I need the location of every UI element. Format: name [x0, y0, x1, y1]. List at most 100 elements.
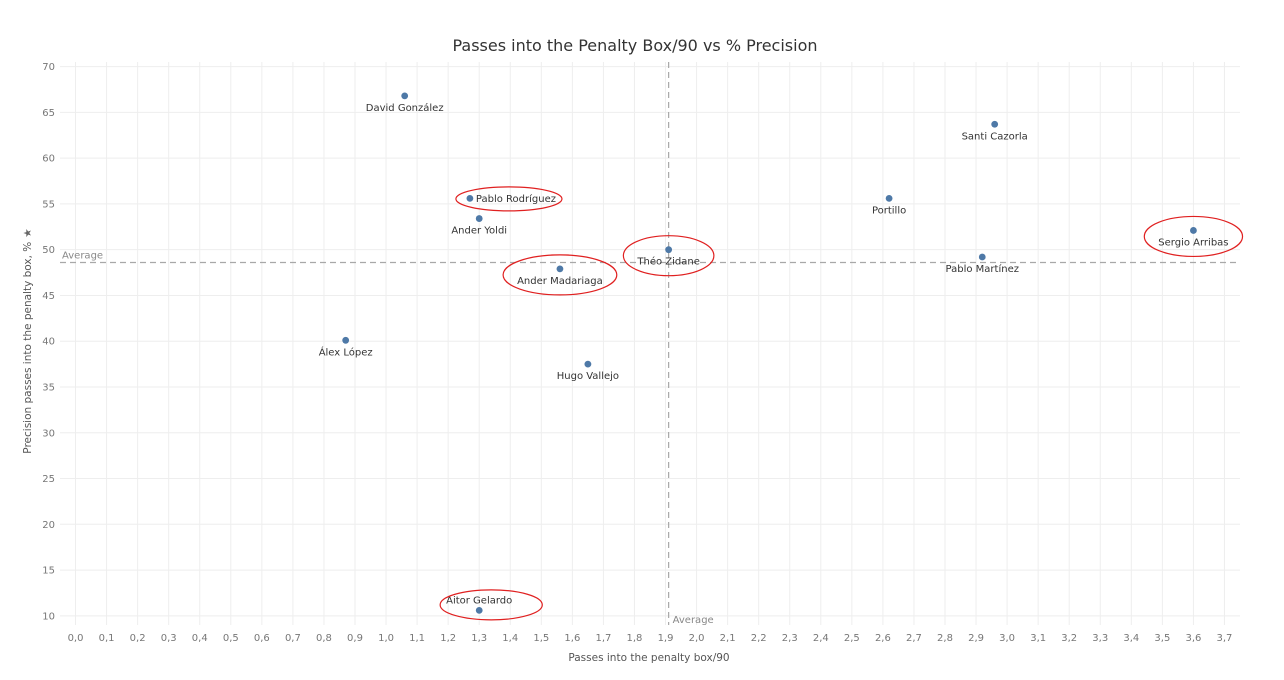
x-tick-label: 2,0 — [689, 633, 705, 644]
x-tick-label: 2,2 — [751, 633, 767, 644]
x-tick-label: 3,2 — [1061, 633, 1077, 644]
point-label: Portillo — [872, 205, 906, 216]
y-tick-label: 55 — [42, 199, 55, 210]
reference-lines: Average Average — [60, 62, 1240, 626]
highlight-ellipse — [1143, 215, 1244, 258]
x-tick-label: 3,0 — [999, 633, 1015, 644]
point-label: Sergio Arribas — [1158, 237, 1228, 248]
highlight-ellipse — [439, 589, 543, 621]
point-label: Santi Cazorla — [962, 131, 1028, 142]
y-tick-label: 15 — [42, 566, 55, 577]
point-label: Ander Madariaga — [517, 276, 603, 287]
x-tick-label: 0,6 — [254, 633, 270, 644]
chart-title: Passes into the Penalty Box/90 vs % Prec… — [452, 36, 817, 55]
x-tick-label: 2,1 — [720, 633, 736, 644]
point-label: Álex López — [319, 345, 373, 358]
point-label: Pablo Martínez — [946, 263, 1019, 275]
point-label: Ander Yoldi — [451, 226, 507, 237]
data-point-group: Aitor Gelardo — [439, 589, 543, 621]
y-tick-label: 35 — [42, 382, 55, 393]
x-average-label: Average — [673, 615, 714, 626]
x-tick-label: 1,3 — [471, 633, 487, 644]
data-point-group: Hugo Vallejo — [557, 360, 619, 382]
y-tick-label: 10 — [42, 611, 55, 622]
data-point-group: Théo Zidane — [622, 235, 715, 277]
point-label: David González — [366, 102, 444, 114]
x-tick-label: 3,1 — [1030, 633, 1046, 644]
x-tick-label: 3,6 — [1185, 633, 1201, 644]
x-tick-label: 3,7 — [1217, 633, 1233, 644]
x-tick-label: 3,5 — [1154, 633, 1170, 644]
y-tick-label: 70 — [42, 62, 55, 73]
x-tick-label: 0,2 — [130, 633, 146, 644]
y-axis-title-icon: ★ — [22, 228, 34, 237]
x-tick-label: 1,6 — [564, 633, 580, 644]
x-axis-title: Passes into the penalty box/90 — [568, 652, 729, 664]
x-tick-label: 1,4 — [502, 633, 518, 644]
y-average-label: Average — [62, 250, 103, 261]
y-tick-label: 65 — [42, 108, 55, 119]
y-axis-title: Precision passes into the penalty box, %… — [22, 228, 34, 453]
y-axis-title-text: Precision passes into the penalty box, % — [22, 242, 34, 454]
y-tick-label: 50 — [42, 245, 55, 256]
data-point-group: Pablo Rodríguez — [455, 186, 563, 212]
grid — [60, 62, 1240, 625]
data-point-group: David González — [366, 92, 444, 114]
data-point — [584, 360, 592, 368]
x-tick-label: 2,9 — [968, 633, 984, 644]
x-tick-label: 1,9 — [658, 633, 674, 644]
highlight-ellipse — [455, 186, 563, 212]
x-tick-label: 0,9 — [347, 633, 363, 644]
y-tick-label: 45 — [42, 291, 55, 302]
data-point — [991, 120, 999, 128]
data-point — [401, 92, 409, 100]
x-tick-label: 1,0 — [378, 633, 394, 644]
x-tick-label: 1,8 — [627, 633, 643, 644]
data-point-group: Ander Madariaga — [502, 254, 618, 296]
data-point — [885, 195, 893, 202]
x-tick-label: 2,3 — [782, 633, 798, 644]
x-tick-label: 0,5 — [223, 633, 239, 644]
data-point-group: Álex López — [319, 336, 373, 358]
data-point — [466, 195, 474, 202]
highlight-ellipse — [502, 254, 618, 296]
point-label: Hugo Vallejo — [557, 371, 619, 382]
x-tick-label: 1,7 — [595, 633, 611, 644]
point-label: Aitor Gelardo — [446, 595, 512, 606]
x-tick-label: 2,4 — [813, 633, 829, 644]
x-tick-label: 0,1 — [99, 633, 115, 644]
data-point — [342, 336, 350, 344]
data-point — [665, 246, 673, 254]
y-tick-label: 40 — [42, 337, 55, 348]
x-tick-label: 0,7 — [285, 633, 301, 644]
x-tick-label: 1,5 — [533, 633, 549, 644]
x-tick-label: 0,0 — [68, 633, 84, 644]
y-tick-label: 60 — [42, 154, 55, 165]
point-label: Théo Zidane — [636, 256, 700, 268]
data-point — [475, 215, 483, 222]
x-tick-label: 2,7 — [906, 633, 922, 644]
x-tick-label: 2,8 — [937, 633, 953, 644]
y-axis-ticks: 10 15 20 25 30 35 40 45 50 55 60 65 70 — [42, 62, 55, 622]
y-tick-label: 20 — [42, 520, 55, 531]
data-point-group: Ander Yoldi — [451, 215, 507, 237]
data-points: David González Santi Cazorla Pablo Rodrígu… — [319, 92, 1244, 621]
data-point — [556, 265, 564, 273]
highlight-ellipse — [622, 235, 715, 277]
x-tick-label: 3,3 — [1092, 633, 1108, 644]
x-tick-label: 2,5 — [844, 633, 860, 644]
y-tick-label: 25 — [42, 474, 55, 485]
data-point-group: Pablo Martínez — [946, 253, 1019, 275]
data-point-group: Sergio Arribas — [1143, 215, 1244, 258]
x-tick-label: 2,6 — [875, 633, 891, 644]
data-point-group: Santi Cazorla — [962, 120, 1028, 142]
data-point — [475, 606, 483, 614]
x-tick-label: 1,1 — [409, 633, 425, 644]
x-tick-label: 0,4 — [192, 633, 208, 644]
x-tick-label: 3,4 — [1123, 633, 1139, 644]
x-tick-label: 1,2 — [440, 633, 456, 644]
data-point — [1190, 227, 1197, 234]
x-axis-ticks: 0,0 0,1 0,2 0,3 0,4 0,5 0,6 0,7 0,8 0,9 1,0 1,1 1,2 1… — [68, 633, 1233, 644]
x-tick-label: 0,8 — [316, 633, 332, 644]
